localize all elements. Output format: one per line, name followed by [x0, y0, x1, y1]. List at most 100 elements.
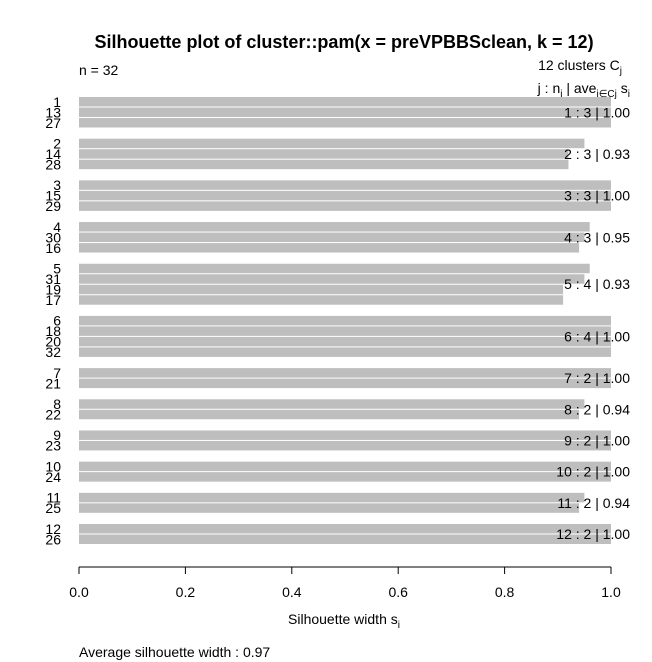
cluster-summary: 7 : 2 | 1.00 [564, 370, 630, 386]
silhouette-bar [79, 180, 611, 190]
x-tick-label: 0.4 [282, 584, 302, 600]
observation-label: 19 [45, 281, 61, 297]
silhouette-bar [79, 378, 611, 389]
observation-label: 14 [45, 146, 61, 162]
silhouette-bar [79, 107, 611, 117]
silhouette-bar [79, 274, 585, 284]
observation-label: 5 [53, 260, 61, 276]
silhouette-bar [79, 472, 611, 482]
observation-label: 28 [45, 156, 61, 172]
observation-label: 8 [53, 396, 61, 412]
observation-label: 29 [45, 198, 61, 214]
observation-label: 16 [45, 240, 61, 256]
header-part2-sub: i∈Cj [596, 89, 616, 100]
silhouette-bar [79, 524, 611, 534]
observation-label: 3 [53, 177, 61, 193]
silhouette-bar [79, 159, 569, 170]
cluster-summary: 1 : 3 | 1.00 [564, 104, 630, 120]
observation-label: 10 [45, 458, 61, 474]
observation-label: 25 [45, 500, 61, 516]
observation-label: 12 [45, 521, 61, 537]
header-part1-sub: j [559, 89, 562, 100]
silhouette-bar [79, 430, 611, 440]
cluster-summary: 2 : 3 | 0.93 [564, 146, 630, 162]
silhouette-bar [79, 284, 564, 295]
cluster-summary: 8 : 2 | 0.94 [564, 401, 630, 417]
silhouette-bar [79, 315, 611, 326]
x-axis-label: Silhouette width si [288, 611, 400, 631]
silhouette-bar [79, 347, 611, 357]
observation-label: 32 [45, 344, 61, 360]
x-tick-label: 0.6 [388, 584, 408, 600]
cluster-summaries-group: 1 : 3 | 1.00 2 : 3 | 0.93 3 : 3 | 1.00 4 : … [556, 104, 630, 542]
x-axis-ticks-group: 0.0 0.2 0.4 0.6 0.8 1.0 [69, 567, 621, 600]
observation-label: 26 [45, 531, 61, 547]
silhouette-bar [79, 409, 580, 420]
silhouette-bar [79, 232, 585, 243]
silhouette-bar [79, 368, 611, 378]
observation-label: 2 [53, 135, 61, 151]
silhouette-bar [79, 440, 611, 451]
silhouette-bar [79, 243, 580, 253]
silhouette-bar [79, 149, 569, 159]
observation-label: 4 [53, 219, 61, 235]
cluster-summary: 4 : 3 | 0.95 [564, 229, 630, 245]
x-axis-label-sub: i [398, 620, 400, 631]
observation-label: 11 [46, 490, 61, 506]
x-axis-label-text: Silhouette width s [288, 611, 398, 627]
observation-label: 30 [45, 229, 61, 245]
silhouette-bar [79, 138, 585, 149]
silhouette-bar [79, 201, 611, 211]
header-part1: j : n [537, 80, 561, 96]
observation-label: 9 [53, 427, 61, 443]
silhouette-bar [79, 295, 564, 305]
silhouette-bar [79, 461, 611, 472]
observation-label: 21 [45, 375, 61, 391]
silhouette-bar [79, 492, 585, 503]
cluster-summary: 5 : 4 | 0.93 [564, 276, 630, 292]
clusters-label: 12 clusters Cj [538, 57, 622, 77]
x-tick-label: 0.2 [176, 584, 196, 600]
observation-label: 1 [53, 94, 61, 110]
silhouette-bar [79, 336, 611, 347]
cluster-summary: 10 : 2 | 1.00 [556, 464, 630, 480]
bars-group [79, 97, 611, 544]
average-silhouette-width: Average silhouette width : 0.97 [79, 644, 270, 660]
observation-label: 13 [45, 104, 61, 120]
x-tick-label: 0.0 [69, 584, 89, 600]
cluster-summary: 3 : 3 | 1.00 [564, 188, 630, 204]
observation-label: 17 [45, 292, 61, 308]
silhouette-bar [79, 263, 590, 274]
cluster-summary: 6 : 4 | 1.00 [564, 328, 630, 344]
x-tick-label: 1.0 [601, 584, 621, 600]
observation-label: 18 [45, 323, 61, 339]
cluster-summary: 11 : 2 | 0.94 [557, 495, 630, 511]
observation-label: 7 [53, 365, 61, 381]
cluster-summary: 9 : 2 | 1.00 [564, 432, 630, 448]
silhouette-bar [79, 399, 585, 409]
observation-label: 15 [45, 188, 61, 204]
header-part2: | ave [562, 80, 596, 96]
silhouette-bar [79, 503, 580, 513]
observation-label: 22 [45, 407, 61, 423]
silhouette-bar [79, 118, 611, 128]
observation-label: 20 [45, 334, 61, 350]
clusters-label-sub: j [619, 66, 622, 77]
cluster-summary: 12 : 2 | 1.00 [556, 526, 630, 542]
observation-label: 27 [45, 115, 61, 131]
chart-title: Silhouette plot of cluster::pam(x = preV… [94, 32, 593, 52]
observation-label: 31 [45, 271, 61, 287]
silhouette-bar [79, 534, 611, 544]
n-label: n = 32 [79, 62, 119, 78]
clusters-label-text: 12 clusters C [538, 57, 620, 73]
silhouette-bar [79, 326, 611, 336]
header-part3-sub: i [628, 89, 630, 100]
silhouette-bar [79, 190, 611, 201]
observation-label: 23 [45, 438, 61, 454]
column-header: j : nj | avei∈Cj si [537, 80, 630, 100]
observation-label: 24 [45, 469, 61, 485]
observation-label: 6 [53, 313, 61, 329]
header-part3: s [617, 80, 628, 96]
